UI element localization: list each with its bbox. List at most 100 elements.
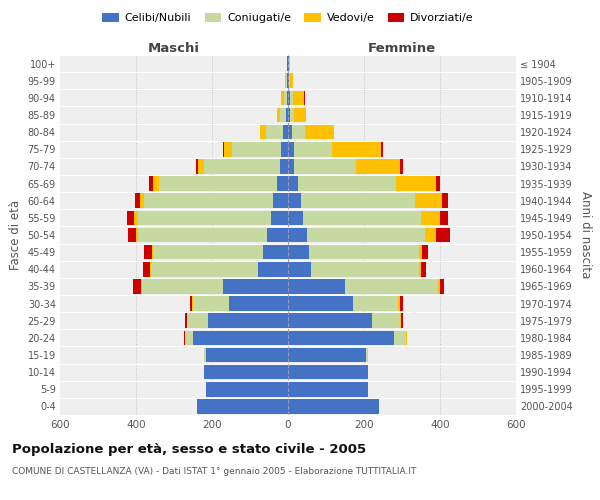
Bar (149, 176, 153, 191)
Bar (288, 56, 289, 71)
Bar (419, 262, 421, 276)
Bar (293, 90, 304, 105)
Bar (133, 279, 141, 293)
Bar (286, 74, 287, 88)
Bar (332, 142, 381, 156)
Bar (298, 176, 397, 191)
Bar (436, 176, 440, 191)
Bar (345, 279, 438, 293)
Y-axis label: Fasce di età: Fasce di età (9, 200, 22, 270)
Bar (267, 228, 288, 242)
Bar (190, 296, 192, 311)
Bar (303, 210, 421, 225)
Bar (294, 142, 332, 156)
Bar (277, 108, 280, 122)
Bar (260, 125, 266, 140)
Bar (438, 279, 440, 293)
Bar (184, 330, 185, 345)
Bar (288, 108, 290, 122)
Bar (229, 296, 288, 311)
Text: COMUNE DI CASTELLANZA (VA) - Dati ISTAT 1° gennaio 2005 - Elaborazione TUTTITALI: COMUNE DI CASTELLANZA (VA) - Dati ISTAT … (12, 468, 416, 476)
Text: Popolazione per età, sesso e stato civile - 2005: Popolazione per età, sesso e stato civil… (12, 442, 366, 456)
Bar (206, 348, 288, 362)
Bar (288, 279, 345, 293)
Bar (283, 125, 288, 140)
Bar (400, 314, 401, 328)
Bar (128, 228, 136, 242)
Bar (288, 382, 368, 396)
Bar (311, 262, 419, 276)
Bar (309, 245, 419, 260)
Bar (288, 228, 307, 242)
Bar (288, 74, 289, 88)
Bar (288, 262, 311, 276)
Bar (366, 348, 368, 362)
Bar (288, 348, 366, 362)
Bar (288, 194, 301, 208)
Bar (301, 194, 415, 208)
Bar (141, 279, 142, 293)
Bar (143, 194, 273, 208)
Bar (397, 176, 436, 191)
Bar (145, 245, 152, 260)
Bar (288, 314, 371, 328)
Bar (288, 245, 309, 260)
Bar (440, 279, 444, 293)
Bar (288, 399, 379, 413)
Bar (421, 262, 425, 276)
Bar (286, 108, 288, 122)
Bar (356, 159, 400, 174)
Bar (287, 90, 288, 105)
Bar (187, 314, 208, 328)
Bar (138, 210, 271, 225)
Bar (205, 348, 206, 362)
Bar (400, 296, 403, 311)
Bar (159, 176, 277, 191)
Bar (273, 194, 288, 208)
Y-axis label: Anni di nascita: Anni di nascita (580, 192, 592, 278)
Bar (143, 262, 151, 276)
Bar (134, 210, 138, 225)
Bar (288, 210, 303, 225)
Bar (307, 228, 425, 242)
Bar (208, 314, 288, 328)
Bar (294, 159, 356, 174)
Bar (415, 194, 442, 208)
Bar (196, 159, 197, 174)
Bar (288, 330, 394, 345)
Bar (281, 90, 284, 105)
Bar (152, 245, 153, 260)
Bar (280, 159, 288, 174)
Bar (290, 108, 295, 122)
Bar (153, 245, 263, 260)
Bar (153, 176, 159, 191)
Bar (290, 74, 293, 88)
Bar (223, 279, 288, 293)
Bar (290, 90, 293, 105)
Bar (288, 176, 298, 191)
Bar (353, 296, 398, 311)
Bar (140, 194, 143, 208)
Bar (305, 125, 334, 140)
Bar (288, 159, 294, 174)
Bar (127, 210, 134, 225)
Bar (398, 296, 400, 311)
Bar (422, 245, 428, 260)
Bar (436, 228, 449, 242)
Bar (185, 314, 187, 328)
Text: Maschi: Maschi (148, 42, 200, 55)
Bar (442, 194, 448, 208)
Bar (193, 330, 288, 345)
Bar (205, 159, 280, 174)
Bar (185, 330, 193, 345)
Bar (257, 262, 288, 276)
Bar (288, 142, 294, 156)
Bar (425, 228, 436, 242)
Bar (151, 262, 257, 276)
Bar (277, 176, 288, 191)
Bar (192, 296, 193, 311)
Bar (288, 296, 353, 311)
Bar (394, 330, 406, 345)
Bar (193, 296, 229, 311)
Bar (205, 365, 288, 380)
